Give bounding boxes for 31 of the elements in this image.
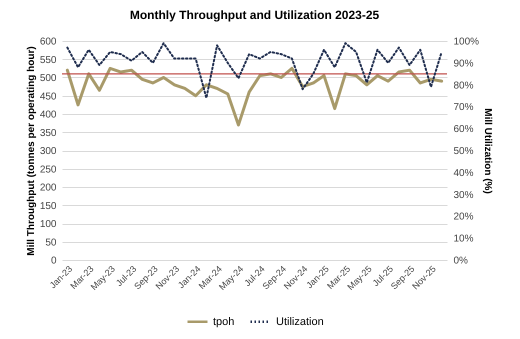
- y-tick-label: 200: [40, 182, 57, 194]
- y2-tick-label: 0%: [454, 256, 468, 266]
- chart-title: Monthly Throughput and Utilization 2023-25: [130, 8, 380, 22]
- y-tick-label: 400: [40, 110, 57, 120]
- legend-label: Utilization: [276, 316, 324, 328]
- y-tick-label: 550: [40, 54, 57, 66]
- line-series: [66, 66, 444, 126]
- y-tick-label: 100: [40, 219, 57, 230]
- y2-tick-label: 90%: [454, 58, 474, 70]
- y-tick-label: 300: [40, 146, 57, 157]
- y2-tick-label: 40%: [454, 168, 474, 179]
- y2-axis-title: Mill Utilization (%): [482, 108, 494, 194]
- y-axis-title: Mill Throughput (tonnes per operating hour): [26, 46, 37, 256]
- y-tick-label: 150: [40, 200, 57, 212]
- y2-tick-label: 10%: [454, 234, 474, 245]
- y-tick-label: 0: [50, 256, 57, 266]
- y-tick-label: 450: [40, 91, 57, 102]
- line-series: [66, 42, 443, 99]
- y-tick-label: 350: [40, 128, 57, 139]
- y2-tick-label: 100%: [454, 36, 480, 48]
- y-tick-label: 250: [40, 164, 57, 176]
- y2-tick-label: 80%: [454, 80, 474, 92]
- y2-tick-label: 60%: [454, 124, 474, 136]
- legend-label: tpoh: [213, 316, 234, 328]
- y2-tick-label: 70%: [454, 102, 474, 114]
- y2-tick-label: 50%: [454, 146, 474, 157]
- y-tick-label: 600: [40, 36, 57, 48]
- y2-tick-label: 30%: [454, 190, 474, 201]
- y-tick-label: 500: [40, 73, 57, 84]
- y-tick-label: 50: [45, 237, 57, 248]
- y2-tick-label: 20%: [454, 212, 474, 223]
